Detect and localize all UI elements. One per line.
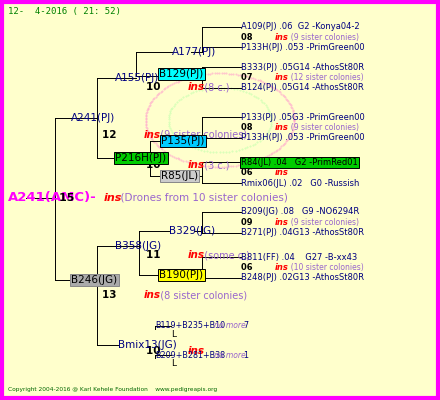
Text: ins: ins xyxy=(275,218,289,227)
Text: ins: ins xyxy=(144,130,161,140)
Text: 1: 1 xyxy=(243,351,248,360)
Text: B246(JG): B246(JG) xyxy=(71,275,117,285)
Text: ins: ins xyxy=(188,82,205,92)
Text: ins: ins xyxy=(188,160,205,170)
Text: 12-  4-2016 ( 21: 52): 12- 4-2016 ( 21: 52) xyxy=(8,7,121,16)
Text: ins: ins xyxy=(275,263,289,272)
Text: (9 sister colonies): (9 sister colonies) xyxy=(286,123,359,132)
Text: P133(PJ) .05G3 -PrimGreen00: P133(PJ) .05G3 -PrimGreen00 xyxy=(241,113,365,122)
Text: P135(PJ): P135(PJ) xyxy=(161,136,205,146)
Text: (12 sister colonies): (12 sister colonies) xyxy=(286,73,363,82)
Text: B271(PJ) .04G13 -AthosSt80R: B271(PJ) .04G13 -AthosSt80R xyxy=(241,228,364,237)
Text: 10: 10 xyxy=(146,346,164,356)
Text: Bmix13(JG): Bmix13(JG) xyxy=(118,340,177,350)
Text: B329(JG): B329(JG) xyxy=(169,226,216,236)
Text: 10: 10 xyxy=(146,82,164,92)
Text: 06: 06 xyxy=(241,263,256,272)
Text: (10 sister colonies): (10 sister colonies) xyxy=(286,263,363,272)
Text: ins: ins xyxy=(275,123,289,132)
Text: (some c.): (some c.) xyxy=(198,250,250,260)
Text: ins: ins xyxy=(275,73,289,82)
Text: B209+B281+B38: B209+B281+B38 xyxy=(155,351,225,360)
Text: B248(PJ) .02G13 -AthosSt80R: B248(PJ) .02G13 -AthosSt80R xyxy=(241,274,364,282)
Text: 12: 12 xyxy=(102,130,120,140)
Text: 08: 08 xyxy=(241,123,256,132)
Text: 06: 06 xyxy=(241,168,256,177)
Text: (8 sister colonies): (8 sister colonies) xyxy=(154,290,248,300)
Text: ins: ins xyxy=(104,193,122,203)
Text: 11: 11 xyxy=(146,250,164,260)
Text: B333(PJ) .05G14 -AthosSt80R: B333(PJ) .05G14 -AthosSt80R xyxy=(241,63,364,72)
Text: 10: 10 xyxy=(146,160,164,170)
Text: 07: 07 xyxy=(241,73,256,82)
Text: (3 c.): (3 c.) xyxy=(198,160,230,170)
Text: P133H(PJ) .053 -PrimGreen00: P133H(PJ) .053 -PrimGreen00 xyxy=(241,43,365,52)
Text: (9 sister colonies): (9 sister colonies) xyxy=(286,218,359,227)
Text: L: L xyxy=(171,330,176,339)
Text: ins: ins xyxy=(144,290,161,300)
Text: B129(PJ): B129(PJ) xyxy=(159,69,204,79)
Text: ins: ins xyxy=(188,346,205,356)
Text: 15: 15 xyxy=(59,193,79,203)
Text: B190(PJ): B190(PJ) xyxy=(159,270,203,280)
Text: P216H(PJ): P216H(PJ) xyxy=(115,153,166,163)
Text: B811(FF) .04    G27 -B-xx43: B811(FF) .04 G27 -B-xx43 xyxy=(241,253,357,262)
Text: ins: ins xyxy=(275,168,289,177)
Text: A241(PJ): A241(PJ) xyxy=(71,114,116,123)
Text: R84(JL) .04   G2 -PrimRed01: R84(JL) .04 G2 -PrimRed01 xyxy=(241,158,358,167)
Text: P133H(PJ) .053 -PrimGreen00: P133H(PJ) .053 -PrimGreen00 xyxy=(241,134,365,142)
Text: no more: no more xyxy=(214,322,246,330)
Text: 09: 09 xyxy=(241,218,256,227)
Text: B124(PJ) .05G14 -AthosSt80R: B124(PJ) .05G14 -AthosSt80R xyxy=(241,84,364,92)
Text: 13: 13 xyxy=(102,290,120,300)
Text: B119+B235+B10: B119+B235+B10 xyxy=(155,322,225,330)
Text: R85(JL): R85(JL) xyxy=(161,171,198,181)
Text: (8 c.): (8 c.) xyxy=(198,82,230,92)
Text: A241(AMC)-: A241(AMC)- xyxy=(8,192,97,204)
Text: ins: ins xyxy=(275,33,289,42)
Text: ins: ins xyxy=(188,250,205,260)
Text: L: L xyxy=(171,359,176,368)
Text: Rmix06(JL) .02   G0 -Russish: Rmix06(JL) .02 G0 -Russish xyxy=(241,179,359,188)
Text: (9 sister colonies): (9 sister colonies) xyxy=(154,130,248,140)
Text: B358(JG): B358(JG) xyxy=(115,241,161,251)
Text: 7: 7 xyxy=(243,322,248,330)
Text: A155(PJ): A155(PJ) xyxy=(115,73,160,83)
Text: Copyright 2004-2016 @ Karl Kehele Foundation    www.pedigreapis.org: Copyright 2004-2016 @ Karl Kehele Founda… xyxy=(8,388,217,392)
Text: (9 sister colonies): (9 sister colonies) xyxy=(286,33,359,42)
Text: B209(JG) .08   G9 -NO6294R: B209(JG) .08 G9 -NO6294R xyxy=(241,208,359,216)
Text: no more: no more xyxy=(214,351,246,360)
Text: A177(PJ): A177(PJ) xyxy=(172,47,216,57)
Text: (Drones from 10 sister colonies): (Drones from 10 sister colonies) xyxy=(114,193,288,203)
Text: 08: 08 xyxy=(241,33,256,42)
Text: A109(PJ) .06  G2 -Konya04-2: A109(PJ) .06 G2 -Konya04-2 xyxy=(241,22,360,31)
